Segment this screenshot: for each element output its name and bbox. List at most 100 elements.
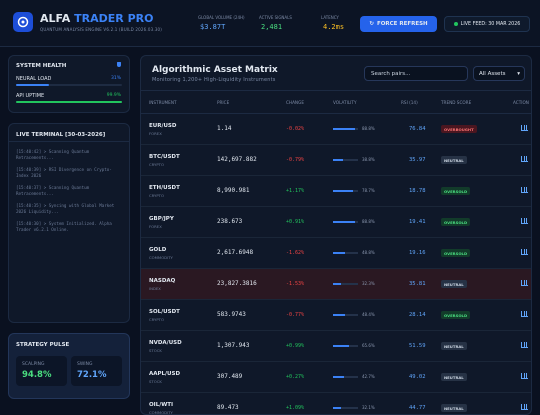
system-health-panel: SYSTEM HEALTH NEURAL LOAD 31% API UPTIME 99…	[8, 55, 130, 113]
terminal-line: [15:40:39] > RSI Divergence on Crypto-In…	[16, 167, 112, 178]
action-button[interactable]	[521, 218, 528, 224]
change: -0.02%	[286, 126, 305, 132]
action-button[interactable]	[521, 280, 528, 286]
table-row[interactable]: NVDA/USD STOCK 1,307.943 +0.99% 65.6% 51.59 NE…	[141, 331, 531, 362]
price: 307.489	[217, 373, 243, 380]
refresh-button[interactable]: ↻ FORCE REFRESH	[360, 16, 437, 32]
table-row[interactable]: OIL/WTI COMMODITY 89.473 +1.09% 32.1% 44.77 NE…	[141, 393, 531, 414]
trend-badge: NEUTRAL	[441, 373, 467, 381]
terminal-line: [15:40:35] > Syncing with Global Market …	[16, 203, 115, 214]
volatility-label: 65.6%	[362, 343, 375, 348]
action-button[interactable]	[521, 125, 528, 131]
trend-badge: OVERSOLD	[441, 218, 471, 226]
action-button[interactable]	[521, 342, 528, 348]
trend-badge: OVERSOLD	[441, 249, 471, 257]
panel-title: LIVE TERMINAL [30-03-2026]	[16, 132, 106, 138]
terminal-line: [15:40:30] > System Initialized. Alpha T…	[16, 221, 112, 232]
trend-badge: OVERSOLD	[441, 311, 471, 319]
action-button[interactable]	[521, 311, 528, 317]
search-input[interactable]: Search pairs...	[364, 66, 468, 81]
action-button[interactable]	[521, 156, 528, 162]
symbol: GOLD	[149, 247, 167, 253]
pulse-card: SCALPING 94.8%	[16, 356, 67, 386]
column-header: TREND SCORE	[441, 100, 472, 105]
volatility-label: 48.8%	[362, 250, 375, 255]
price: 89.473	[217, 404, 239, 411]
divider	[141, 90, 531, 91]
brand-main: ALFA	[40, 12, 71, 25]
stat-value: 4.2ms	[323, 23, 345, 31]
price: 8,990.981	[217, 187, 250, 194]
panel-title: STRATEGY PULSE	[16, 342, 70, 348]
rsi: 19.16	[409, 250, 426, 256]
logo	[13, 12, 33, 32]
asset-class: FOREX	[149, 224, 162, 229]
metric-label: NEURAL LOAD	[16, 76, 52, 82]
table-row[interactable]: AAPL/USD STOCK 307.489 +0.27% 42.7% 49.02 NEUT…	[141, 362, 531, 393]
volatility-bar	[333, 252, 346, 254]
trend-badge: NEUTRAL	[441, 156, 467, 164]
volatility-track	[333, 159, 358, 161]
symbol: AAPL/USD	[149, 371, 181, 377]
rsi: 76.84	[409, 126, 426, 132]
table-row[interactable]: GBP/JPY FOREX 238.673 +0.91% 88.8% 19.41 OVERS…	[141, 207, 531, 238]
pulse-card: SWING 72.1%	[71, 356, 122, 386]
volatility-bar	[333, 407, 342, 409]
filter-label: All Assets	[479, 71, 506, 77]
price: 238.673	[217, 218, 243, 225]
caret: ▾	[517, 71, 520, 77]
live-dot	[453, 22, 458, 26]
volatility-track	[333, 376, 358, 378]
change: +0.91%	[286, 219, 305, 225]
volatility-label: 42.7%	[362, 374, 375, 379]
volatility-label: 78.7%	[362, 188, 375, 193]
action-button[interactable]	[521, 249, 528, 255]
change: -1.53%	[286, 281, 305, 287]
brand: ALFA TRADER PRO	[40, 12, 153, 25]
volatility-label: 38.8%	[362, 157, 375, 162]
strategy-panel: STRATEGY PULSE SCALPING 94.8% SWING 72.1%	[8, 333, 130, 399]
change: +1.09%	[286, 405, 305, 411]
trend-badge: OVERBOUGHT	[441, 125, 477, 133]
table-row[interactable]: NASDAQ INDEX 23,827.3816 -1.53% 32.3% 35.81 NE…	[141, 269, 531, 300]
asset-class: INDEX	[149, 286, 161, 291]
asset-class: FOREX	[149, 131, 162, 136]
stat-label: GLOBAL VOLUME (24H)	[198, 15, 245, 20]
column-header: VOLATILITY	[333, 100, 357, 105]
symbol: SOL/USDT	[149, 309, 180, 315]
rsi: 19.41	[409, 219, 426, 225]
table-row[interactable]: BTC/USDT CRYPTO 142,697.882 -0.79% 38.8% 35.9…	[141, 145, 531, 176]
action-button[interactable]	[521, 187, 528, 193]
action-button[interactable]	[521, 373, 528, 379]
volatility-bar	[333, 190, 353, 192]
asset-class: CRYPTO	[149, 193, 164, 198]
trend-badge: OVERSOLD	[441, 187, 471, 195]
volatility-bar	[333, 283, 342, 285]
refresh-label: FORCE REFRESH	[376, 21, 428, 27]
asset-filter[interactable]: All Assets ▾	[473, 66, 525, 81]
rsi: 35.97	[409, 157, 426, 163]
stat-value: 2,481	[261, 23, 283, 31]
table-row[interactable]: EUR/USD FOREX 1.14 -0.02% 88.8% 76.84 OVERBOUG…	[141, 114, 531, 145]
table-row[interactable]: ETH/USDT CRYPTO 8,990.981 +1.17% 78.7% 18.78 O…	[141, 176, 531, 207]
terminal-panel: LIVE TERMINAL [30-03-2026] [15:40:42] > …	[8, 123, 130, 323]
column-header: INSTRUMENT	[149, 100, 177, 105]
page: ALFA TRADER PRO QUANTUM ANALYSIS ENGINE …	[0, 12, 540, 415]
pulse-value: 94.8%	[22, 370, 52, 380]
shield-icon	[117, 62, 121, 67]
rsi: 18.78	[409, 188, 426, 194]
volatility-track	[333, 283, 358, 285]
asset-class: COMMODITY	[149, 255, 173, 260]
volatility-bar	[333, 376, 344, 378]
price: 583.9743	[217, 311, 246, 318]
table-row[interactable]: GOLD COMMODITY 2,617.6948 -1.62% 48.8% 19.16 O…	[141, 238, 531, 269]
pulse-value: 72.1%	[77, 370, 107, 380]
symbol: NASDAQ	[149, 278, 176, 284]
table-row[interactable]: SOL/USDT CRYPTO 583.9743 -0.77% 48.4% 28.14 OV…	[141, 300, 531, 331]
divider	[9, 141, 129, 142]
panel-title: SYSTEM HEALTH	[16, 63, 67, 69]
trend-badge: NEUTRAL	[441, 404, 467, 412]
asset-class: CRYPTO	[149, 317, 164, 322]
price: 1,307.943	[217, 342, 250, 349]
volatility-bar	[333, 345, 350, 347]
